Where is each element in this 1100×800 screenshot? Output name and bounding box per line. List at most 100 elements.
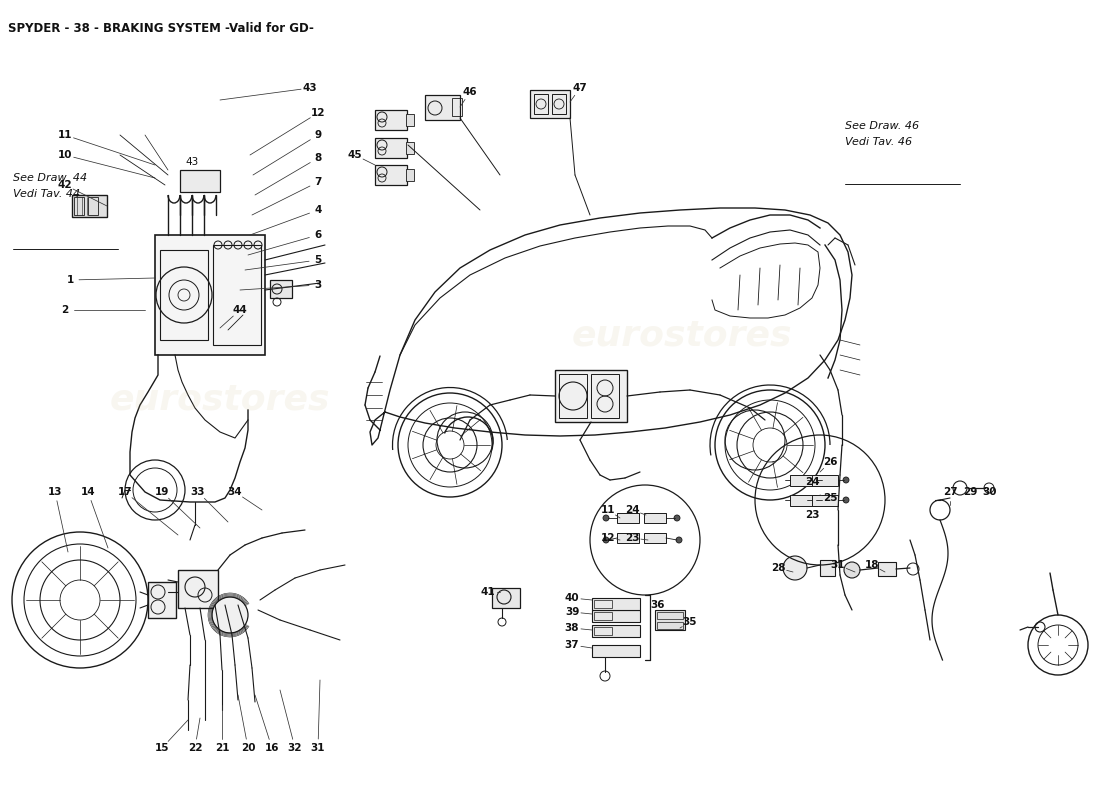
Text: 39: 39 xyxy=(564,607,580,617)
Circle shape xyxy=(603,537,609,543)
Text: Vedi Tav. 46: Vedi Tav. 46 xyxy=(845,138,912,147)
Bar xyxy=(594,600,612,608)
Text: 25: 25 xyxy=(823,493,837,503)
Bar xyxy=(790,475,816,486)
Bar xyxy=(594,627,612,635)
Text: See Draw. 44: See Draw. 44 xyxy=(13,173,87,182)
Text: 23: 23 xyxy=(805,510,820,520)
Text: 37: 37 xyxy=(564,640,580,650)
Bar xyxy=(812,495,838,506)
Bar xyxy=(492,588,520,608)
Text: 4: 4 xyxy=(315,205,321,215)
Text: 41: 41 xyxy=(481,587,495,597)
Bar xyxy=(180,170,220,192)
Text: 6: 6 xyxy=(315,230,321,240)
Bar xyxy=(375,165,407,185)
Bar xyxy=(425,95,460,120)
Text: 11: 11 xyxy=(601,505,615,515)
Circle shape xyxy=(674,515,680,521)
Text: 11: 11 xyxy=(57,130,73,140)
Text: 8: 8 xyxy=(315,153,321,163)
Bar xyxy=(452,98,462,116)
Text: eurostores: eurostores xyxy=(110,383,330,417)
Text: 42: 42 xyxy=(57,180,73,190)
Bar xyxy=(406,169,414,181)
Bar xyxy=(406,114,414,126)
Text: 17: 17 xyxy=(118,487,132,497)
Text: eurostores: eurostores xyxy=(572,319,792,353)
Circle shape xyxy=(843,477,849,483)
Bar xyxy=(559,374,587,418)
Bar xyxy=(617,533,639,543)
Bar xyxy=(72,195,107,217)
Text: 40: 40 xyxy=(564,593,580,603)
Text: 43: 43 xyxy=(185,157,198,167)
Text: 21: 21 xyxy=(214,743,229,753)
Circle shape xyxy=(821,497,827,503)
Text: 31: 31 xyxy=(830,560,845,570)
Text: 16: 16 xyxy=(265,743,279,753)
Text: 23: 23 xyxy=(625,533,639,543)
Text: SPYDER - 38 - BRAKING SYSTEM -Valid for GD-: SPYDER - 38 - BRAKING SYSTEM -Valid for … xyxy=(8,22,313,35)
Bar xyxy=(88,197,98,215)
Bar xyxy=(178,570,218,608)
Text: 5: 5 xyxy=(315,255,321,265)
Text: 18: 18 xyxy=(865,560,879,570)
Bar xyxy=(530,90,570,118)
Circle shape xyxy=(212,597,248,633)
Bar xyxy=(406,142,414,154)
Text: 24: 24 xyxy=(805,477,820,487)
Text: 19: 19 xyxy=(155,487,169,497)
Bar xyxy=(878,562,896,576)
Bar xyxy=(820,560,835,576)
Text: 47: 47 xyxy=(573,83,587,93)
Text: 24: 24 xyxy=(625,505,639,515)
Bar xyxy=(594,612,612,620)
Text: Vedi Tav. 44: Vedi Tav. 44 xyxy=(13,189,80,198)
Bar xyxy=(654,610,685,630)
Bar xyxy=(213,245,261,345)
Text: 30: 30 xyxy=(982,487,998,497)
Bar xyxy=(592,645,640,657)
Bar xyxy=(74,197,84,215)
Text: 44: 44 xyxy=(232,305,248,315)
Text: 7: 7 xyxy=(315,177,321,187)
Bar xyxy=(592,598,640,610)
Bar xyxy=(270,280,292,298)
Text: 15: 15 xyxy=(155,743,169,753)
Bar xyxy=(617,513,639,523)
Bar xyxy=(591,374,619,418)
Text: 46: 46 xyxy=(463,87,477,97)
Text: 33: 33 xyxy=(190,487,206,497)
Circle shape xyxy=(821,477,827,483)
Text: 45: 45 xyxy=(348,150,362,160)
Bar xyxy=(644,533,666,543)
Text: 35: 35 xyxy=(683,617,697,627)
Circle shape xyxy=(603,515,609,521)
Text: 29: 29 xyxy=(962,487,977,497)
Text: 9: 9 xyxy=(315,130,321,140)
Bar xyxy=(552,94,567,114)
Text: 3: 3 xyxy=(315,280,321,290)
Bar xyxy=(556,370,627,422)
Bar xyxy=(644,513,666,523)
Bar xyxy=(657,622,683,629)
Circle shape xyxy=(843,497,849,503)
Text: 43: 43 xyxy=(302,83,317,93)
Bar xyxy=(790,495,816,506)
Bar xyxy=(534,94,548,114)
Text: 34: 34 xyxy=(228,487,242,497)
Text: 10: 10 xyxy=(57,150,73,160)
Text: 27: 27 xyxy=(943,487,957,497)
Text: 2: 2 xyxy=(62,305,68,315)
Circle shape xyxy=(676,537,682,543)
Text: 31: 31 xyxy=(310,743,326,753)
Text: 28: 28 xyxy=(771,563,785,573)
Text: 14: 14 xyxy=(80,487,96,497)
Text: 12: 12 xyxy=(310,108,326,118)
Bar xyxy=(148,582,176,618)
Text: 32: 32 xyxy=(288,743,302,753)
Bar xyxy=(375,110,407,130)
Text: 20: 20 xyxy=(241,743,255,753)
Text: 12: 12 xyxy=(601,533,615,543)
